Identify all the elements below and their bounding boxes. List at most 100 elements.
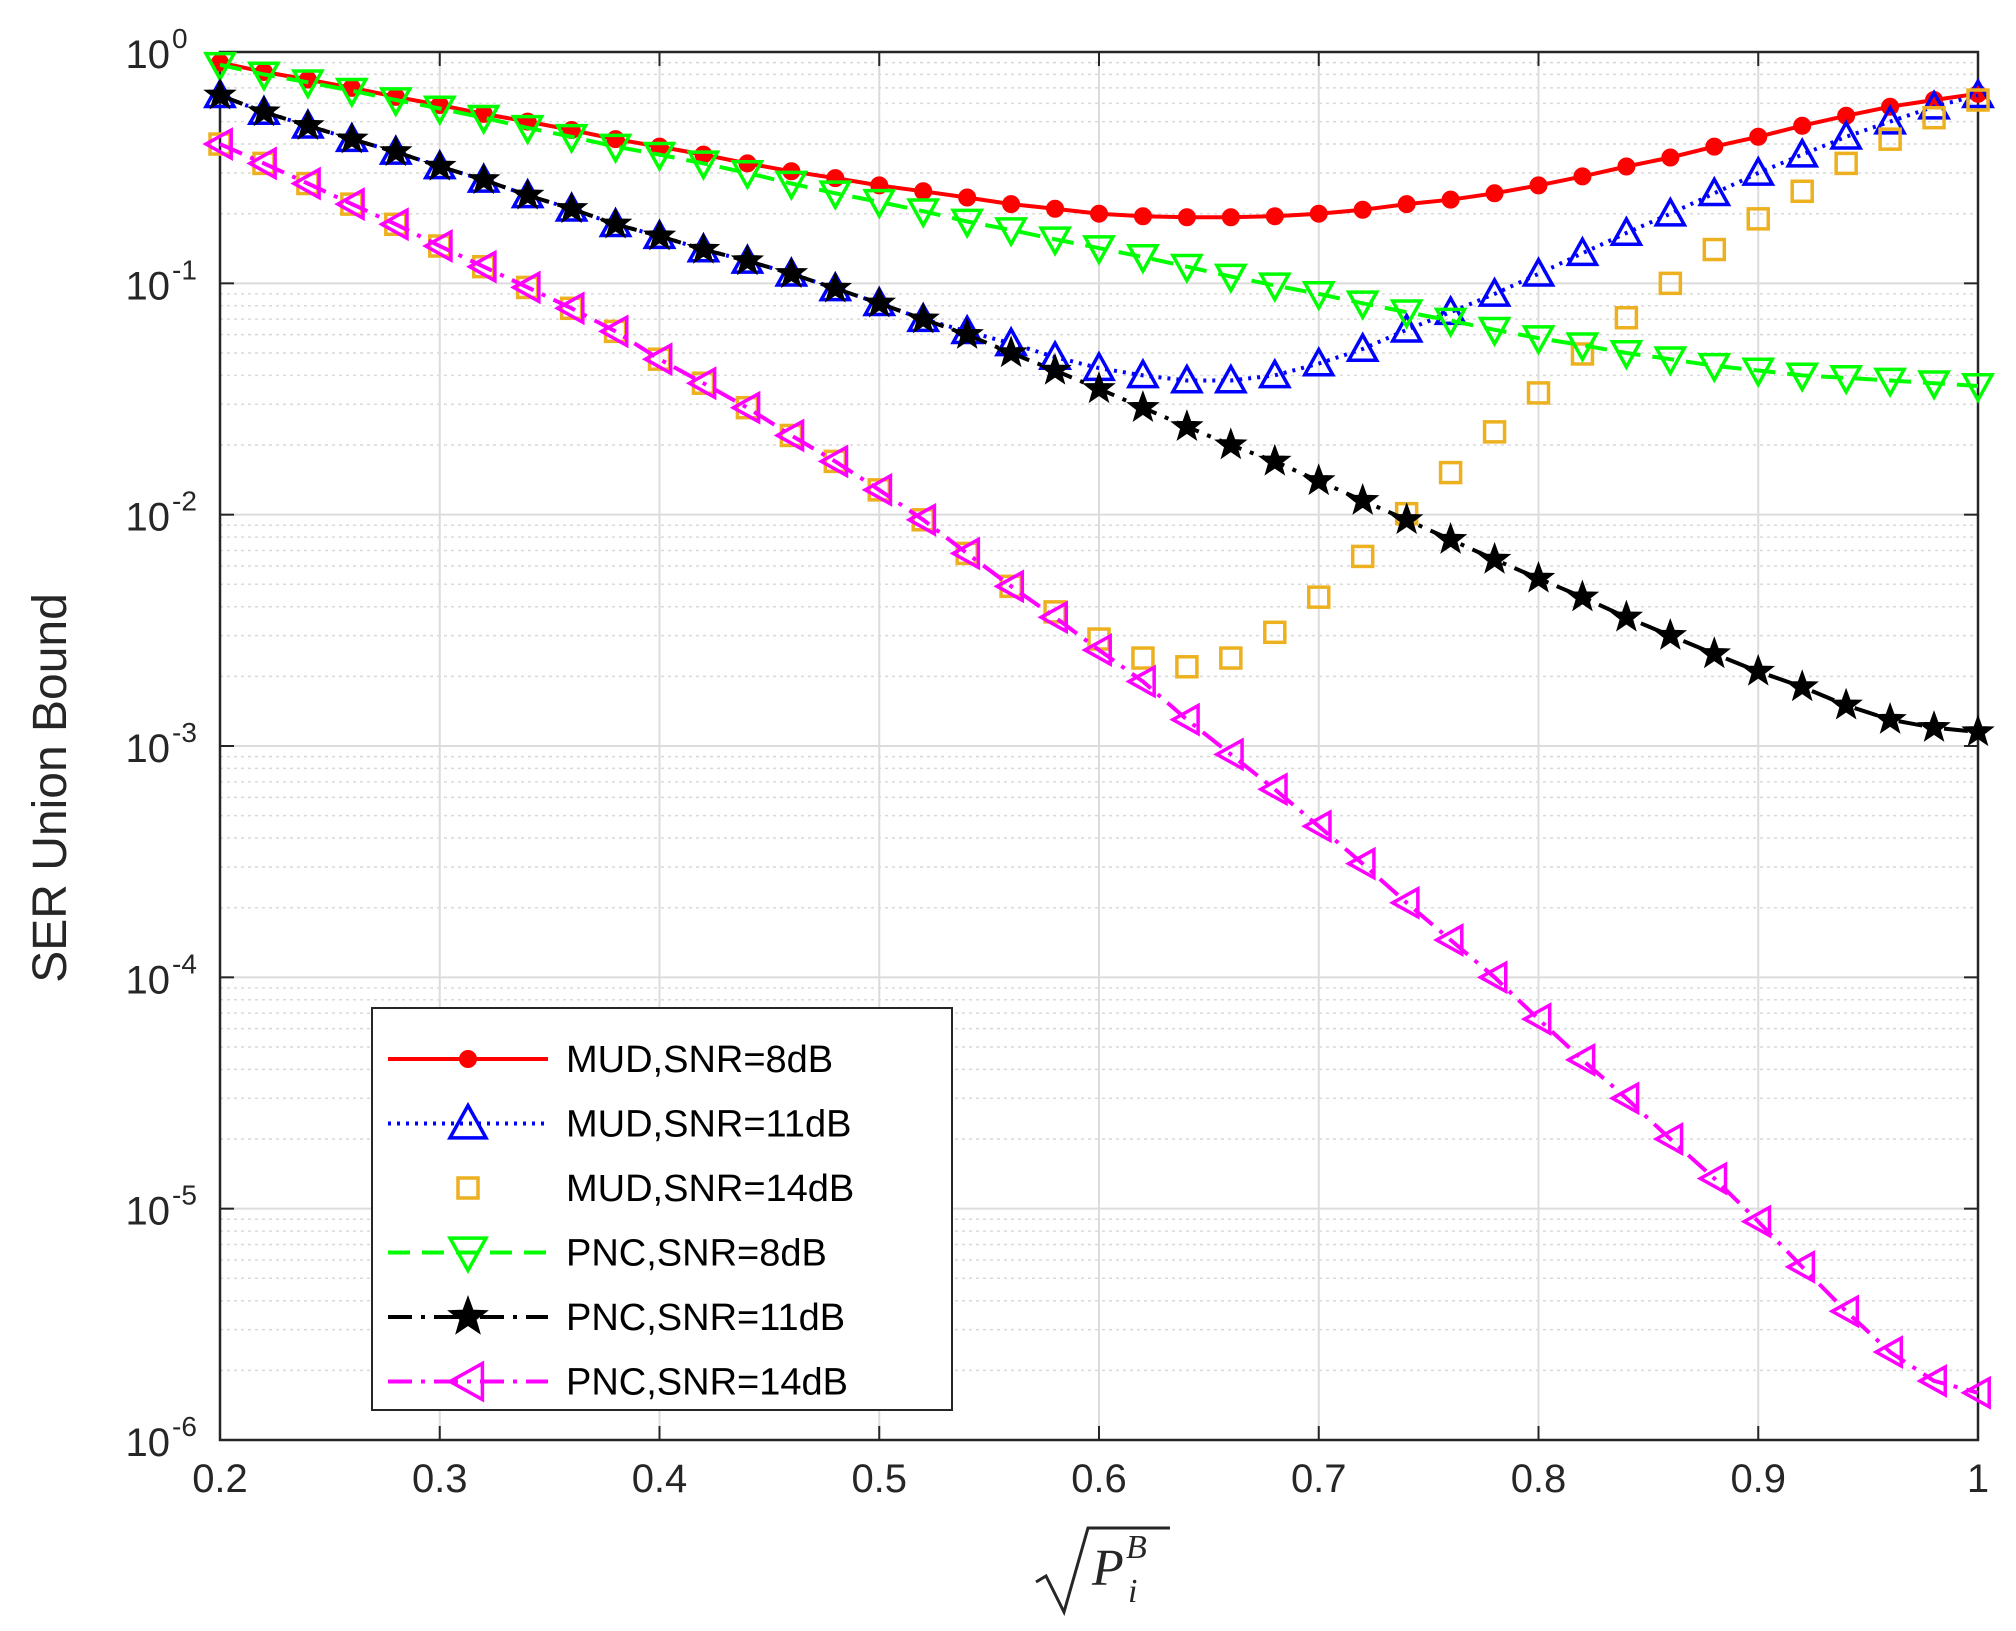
data-point bbox=[1213, 362, 1248, 394]
x-axis: 0.2 0.3 0.4 0.5 0.6 0.7 0.8 0.9 1 bbox=[192, 52, 1989, 1501]
sqrt-radical-icon bbox=[1035, 1526, 1170, 1617]
data-point bbox=[774, 256, 809, 288]
legend-marker bbox=[446, 1360, 485, 1403]
data-point bbox=[1785, 669, 1819, 702]
data-point bbox=[1257, 772, 1288, 807]
data-point bbox=[1573, 167, 1592, 186]
data-point bbox=[1790, 179, 1814, 204]
data-point bbox=[1872, 1335, 1904, 1370]
data-point bbox=[510, 177, 545, 210]
data-point bbox=[203, 77, 237, 110]
x-tick-label: 0.9 bbox=[1730, 1457, 1786, 1501]
data-point bbox=[694, 145, 713, 164]
data-point bbox=[1702, 237, 1727, 262]
data-point bbox=[641, 342, 673, 377]
data-point bbox=[1125, 244, 1160, 275]
data-point bbox=[1565, 235, 1600, 267]
data-point bbox=[1090, 204, 1108, 223]
data-point bbox=[1521, 325, 1556, 356]
data-point bbox=[1214, 427, 1248, 460]
legend-label: PNC,SNR=11dB bbox=[566, 1297, 845, 1339]
data-point bbox=[1878, 127, 1902, 151]
series-6 bbox=[202, 127, 1991, 1410]
y-tick-label: 10 bbox=[126, 958, 171, 1002]
data-point bbox=[773, 418, 805, 453]
x-tick-label: 0.6 bbox=[1071, 1457, 1127, 1501]
y-tick-label: 10 bbox=[126, 264, 171, 308]
data-point bbox=[993, 569, 1025, 604]
data-point bbox=[1521, 256, 1556, 287]
data-point bbox=[1570, 342, 1595, 366]
data-point bbox=[774, 170, 809, 202]
data-point bbox=[246, 61, 281, 93]
legend-entry: PNC,SNR=14dB bbox=[388, 1360, 848, 1404]
y-tick-exponent: -3 bbox=[172, 717, 197, 748]
data-point bbox=[334, 187, 365, 222]
data-point bbox=[1441, 190, 1460, 209]
data-point bbox=[1301, 345, 1336, 377]
minor-grid bbox=[220, 61, 1978, 1372]
data-point bbox=[642, 218, 677, 251]
x-tick-label: 0.5 bbox=[851, 1457, 907, 1501]
data-point bbox=[1916, 1363, 1947, 1398]
data-point bbox=[950, 317, 984, 349]
data-point bbox=[1433, 521, 1468, 554]
data-point bbox=[1169, 362, 1204, 394]
data-point bbox=[1476, 960, 1508, 995]
data-point bbox=[1652, 1122, 1684, 1157]
legend-entry: MUD,SNR=14dB bbox=[456, 1168, 854, 1210]
data-point bbox=[334, 77, 369, 109]
data-point bbox=[422, 148, 457, 181]
data-point bbox=[1521, 560, 1556, 593]
series-line bbox=[219, 142, 1979, 1395]
data-point bbox=[606, 130, 625, 149]
data-point bbox=[686, 231, 721, 264]
data-point bbox=[1614, 305, 1639, 330]
data-point bbox=[1477, 316, 1512, 348]
legend-entry: PNC,SNR=11dB bbox=[388, 1295, 845, 1339]
data-point bbox=[1785, 137, 1820, 168]
data-point bbox=[1213, 263, 1248, 295]
data-point bbox=[958, 188, 977, 207]
data-point bbox=[906, 301, 940, 334]
series-4 bbox=[203, 51, 1995, 404]
data-point bbox=[1565, 579, 1600, 612]
data-point bbox=[1081, 633, 1112, 667]
data-point bbox=[1301, 463, 1336, 496]
data-point bbox=[1125, 357, 1160, 389]
data-point bbox=[553, 291, 585, 326]
x-tick-label: 0.8 bbox=[1511, 1457, 1567, 1501]
data-point bbox=[1389, 299, 1424, 330]
data-point bbox=[1661, 148, 1680, 167]
data-point bbox=[1038, 352, 1072, 385]
data-point bbox=[1749, 127, 1768, 146]
data-point bbox=[1873, 701, 1907, 734]
data-point bbox=[1038, 226, 1073, 257]
x-tick-label: 0.7 bbox=[1291, 1457, 1347, 1501]
data-point bbox=[1037, 600, 1068, 635]
data-point bbox=[1258, 443, 1292, 476]
x-axis-title: P B i bbox=[1035, 1526, 1170, 1617]
data-point bbox=[1126, 390, 1160, 423]
data-point bbox=[554, 191, 589, 224]
data-point bbox=[1177, 208, 1196, 227]
data-point bbox=[1438, 460, 1463, 485]
data-point bbox=[1653, 346, 1688, 377]
data-point bbox=[1697, 175, 1732, 207]
data-point bbox=[1125, 664, 1156, 699]
data-point bbox=[949, 536, 981, 571]
data-point bbox=[1263, 620, 1287, 645]
data-point bbox=[1002, 195, 1021, 214]
data-point bbox=[861, 472, 893, 507]
data-point bbox=[1477, 541, 1512, 574]
data-point bbox=[1917, 370, 1952, 401]
data-point bbox=[1477, 276, 1512, 307]
data-point bbox=[1301, 809, 1332, 844]
data-point bbox=[1658, 271, 1683, 296]
series-5 bbox=[203, 77, 1995, 747]
x-axis-label-sub: i bbox=[1128, 1573, 1137, 1610]
legend-label: PNC,SNR=8dB bbox=[566, 1233, 827, 1275]
y-tick-exponent: -5 bbox=[172, 1180, 197, 1211]
data-point bbox=[1697, 352, 1732, 384]
